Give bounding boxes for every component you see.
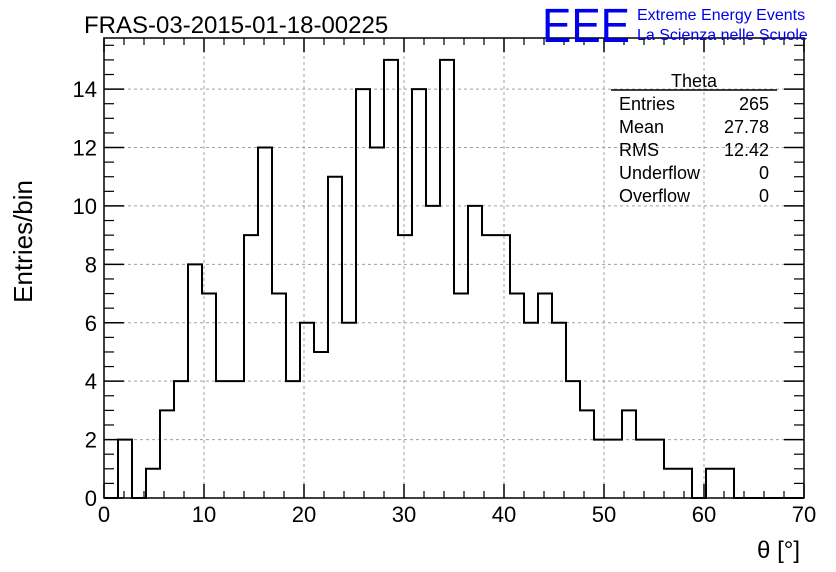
stats-title: Theta — [671, 71, 718, 91]
stats-value: 27.78 — [724, 117, 769, 137]
stats-value: 12.42 — [724, 140, 769, 160]
stats-label: Entries — [619, 94, 675, 114]
stats-label: Overflow — [619, 186, 691, 206]
x-tick-label: 40 — [492, 502, 516, 527]
x-tick-label: 0 — [98, 502, 110, 527]
x-tick-label: 10 — [192, 502, 216, 527]
stats-label: RMS — [619, 140, 659, 160]
stats-value: 0 — [759, 186, 769, 206]
tick-labels: 0 10 20 30 40 50 60 70 0 2 4 6 8 10 12 14 — [73, 77, 817, 527]
y-tick-label: 8 — [85, 252, 97, 277]
x-tick-label: 70 — [792, 502, 816, 527]
x-tick-label: 60 — [692, 502, 716, 527]
y-tick-label: 10 — [73, 194, 97, 219]
chart-title: FRAS-03-2015-01-18-00225 — [84, 12, 388, 39]
y-axis-label: Entries/bin — [8, 180, 38, 303]
eee-logo-line1: Extreme Energy Events — [637, 7, 805, 24]
stats-box: Theta Entries 265 Mean 27.78 RMS 12.42 Underfl… — [611, 71, 777, 206]
y-tick-label: 4 — [85, 369, 97, 394]
stats-label: Mean — [619, 117, 664, 137]
y-tick-label: 0 — [85, 486, 97, 511]
y-tick-label: 2 — [85, 428, 97, 453]
x-tick-label: 30 — [392, 502, 416, 527]
eee-logo-mark: EEE — [542, 0, 630, 53]
y-tick-label: 12 — [73, 136, 97, 161]
stats-label: Underflow — [619, 163, 701, 183]
x-tick-label: 50 — [592, 502, 616, 527]
stats-value: 0 — [759, 163, 769, 183]
histogram-outline — [104, 58, 804, 499]
plot-frame — [103, 37, 805, 499]
eee-logo: EEE Extreme Energy Events La Scienza nel… — [542, 0, 808, 53]
x-tick-label: 20 — [292, 502, 316, 527]
stats-value: 265 — [739, 94, 769, 114]
y-tick-label: 14 — [73, 77, 97, 102]
y-tick-label: 6 — [85, 311, 97, 336]
axis-ticks — [103, 38, 805, 499]
eee-logo-line2: La Scienza nelle Scuole — [637, 27, 808, 44]
x-axis-label: θ [°] — [757, 537, 800, 564]
